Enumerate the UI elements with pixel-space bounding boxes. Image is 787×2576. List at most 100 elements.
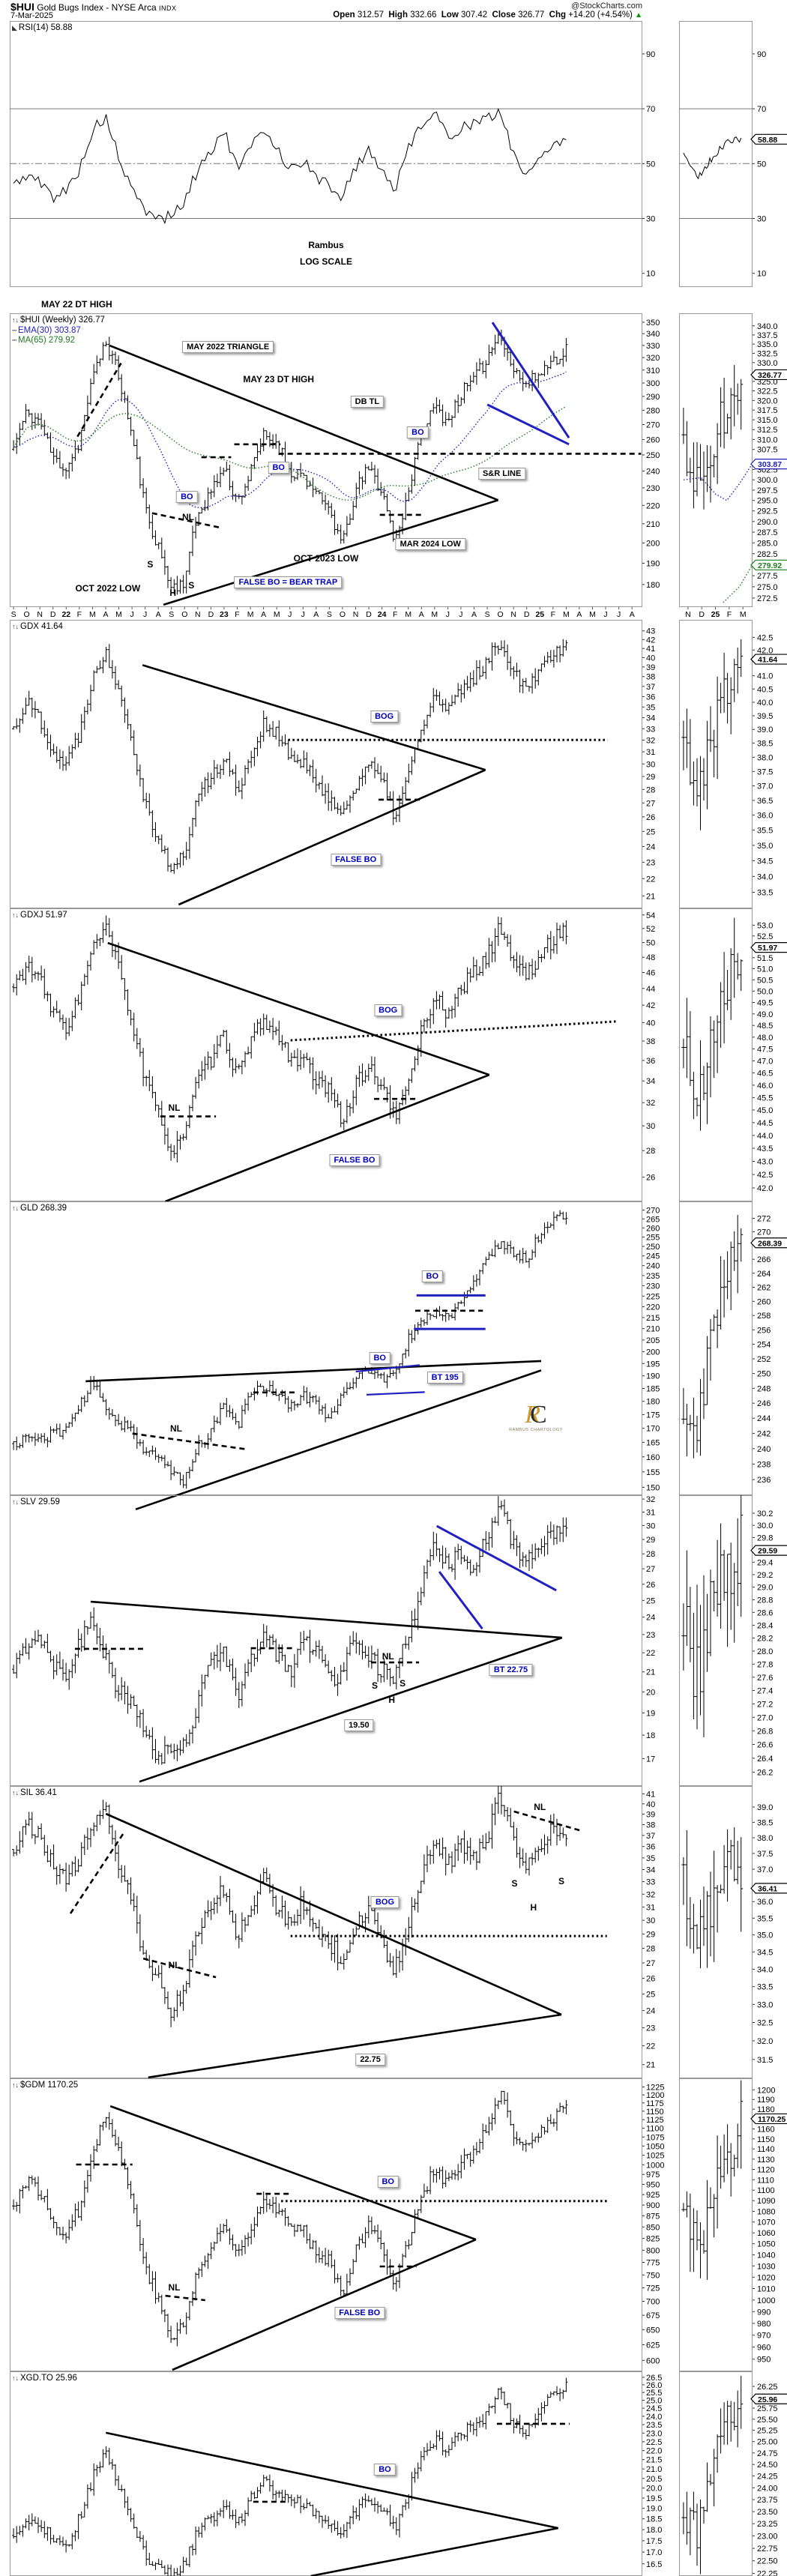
value-badge: 326.77 [750,369,787,381]
annotation-line [135,1369,542,1511]
y-axis-labels: 32 31 30 29 28 27 26 25 24 23 22 21 20 19 18 17 30.2 30.0… [642,1495,773,1777]
updown-icon[interactable]: ↑↓ [12,2374,19,2382]
mini-date-axis-label: M [740,610,747,619]
updown-icon[interactable]: ↑↓ [12,316,19,324]
price-bars [12,915,568,1162]
updown-icon[interactable]: ↑↓ [12,1204,19,1212]
svg-text:307.5: 307.5 [757,446,778,455]
svg-text:1050: 1050 [646,2142,664,2151]
svg-text:300.0: 300.0 [757,476,778,485]
chart-header: $HUI Gold Bugs Index - NYSE Arca INDX @S… [0,0,787,21]
svg-text:26.25: 26.25 [757,2383,778,2392]
annotation-line [76,362,122,438]
svg-text:30: 30 [646,760,655,769]
mini-date-axis-label: 25 [711,610,720,619]
up-triangle-icon: ▲ [635,11,642,19]
y-axis-labels: 1225120011751150112511001075105010251000… [642,2084,775,2365]
svg-text:900: 900 [646,2201,660,2210]
svg-text:250: 250 [646,451,660,460]
svg-text:1090: 1090 [757,2197,775,2206]
svg-text:50: 50 [646,939,655,948]
legend-label: EMA(30) 303.87 [18,325,81,335]
svg-text:34.5: 34.5 [757,1948,773,1957]
svg-text:750: 750 [646,2271,660,2280]
date-axis-label: J [301,610,305,619]
legend-label: SIL 36.41 [20,1788,57,1797]
updown-icon[interactable]: ↑↓ [12,1498,19,1506]
date-axis-label: J [446,610,450,619]
svg-text:27.0: 27.0 [757,1713,773,1722]
svg-text:58.88: 58.88 [758,136,777,145]
updown-icon[interactable]: ↑↓ [12,623,19,630]
y-axis-labels: 90 70 50 30 10 90 70 50 30 10 [642,50,766,279]
updown-icon[interactable]: ↑↓ [12,911,19,919]
svg-text:51.0: 51.0 [757,965,773,974]
annotation-callout: OCT 2023 LOW [293,553,359,564]
date-axis-label: J [459,610,462,619]
svg-text:190: 190 [646,1372,660,1381]
annotation-callout: NL [382,1651,394,1662]
date-axis-label: F [235,610,239,619]
plot-border [10,1786,642,2078]
annotation-callout: BO [268,461,289,474]
svg-text:30: 30 [646,1916,655,1925]
logo-c: C [530,1401,547,1429]
svg-text:37: 37 [646,1832,655,1841]
value-badge: 58.88 [750,133,787,145]
panel-legend: ↑↓ GDX 41.64 [12,622,63,633]
high-value: 332.66 [410,10,437,19]
annotation-line [310,2527,558,2576]
svg-text:165: 165 [646,1438,660,1447]
svg-text:36.0: 36.0 [757,812,773,821]
svg-text:45.5: 45.5 [757,1094,773,1103]
mini-border [679,908,753,1201]
svg-text:340.0: 340.0 [757,322,778,331]
svg-text:1080: 1080 [757,2207,775,2216]
close-label: Close [492,10,516,19]
plot-border [10,620,642,908]
date-axis-label: O [24,610,30,619]
annotation-callout: MAR 2024 LOW [395,537,465,550]
svg-text:31: 31 [646,1509,655,1518]
svg-text:1175: 1175 [646,2099,664,2108]
svg-text:28: 28 [646,1944,655,1953]
svg-text:48.0: 48.0 [757,1034,773,1043]
svg-text:275.0: 275.0 [757,583,778,592]
svg-text:195: 195 [646,1360,660,1369]
updown-icon[interactable]: ↑↓ [12,1789,19,1797]
updown-icon[interactable]: ↑↓ [12,2081,19,2089]
svg-text:260: 260 [646,1224,660,1233]
date-axis-label: A [576,610,582,619]
svg-text:28.8: 28.8 [757,1596,773,1605]
annotation-callout: FALSE BO = BEAR TRAP [234,576,343,588]
date-axis-label: A [103,610,108,619]
mini-border [679,21,753,287]
svg-text:41: 41 [646,1790,655,1799]
date-axis-label: A [156,610,161,619]
date-axis-label: A [261,610,266,619]
svg-text:37.0: 37.0 [757,782,773,791]
low-label: Low [441,10,459,19]
svg-text:326.77: 326.77 [758,371,782,380]
svg-text:50: 50 [757,160,766,169]
svg-text:26.5: 26.5 [646,2374,662,2383]
svg-text:215: 215 [646,1314,660,1323]
annotation-callout: 19.50 [344,1719,374,1731]
annotation-line [438,1571,483,1630]
svg-text:200: 200 [646,1348,660,1357]
svg-text:44: 44 [646,985,655,994]
svg-text:800: 800 [646,2246,660,2255]
plot-border [10,2078,642,2371]
svg-text:320: 320 [646,354,660,363]
svg-text:155: 155 [646,1468,660,1477]
svg-text:32: 32 [646,1495,655,1504]
svg-text:260: 260 [757,1297,771,1306]
svg-text:34.0: 34.0 [757,872,773,881]
svg-text:30: 30 [757,215,766,224]
svg-text:24.5: 24.5 [646,2404,662,2413]
panel-gld-canvas: 2702652602552502452402352302252202152102… [10,1201,787,1511]
svg-text:28.2: 28.2 [757,1635,773,1644]
annotation-callout: DB TL [350,395,385,408]
svg-text:21: 21 [646,2061,655,2070]
